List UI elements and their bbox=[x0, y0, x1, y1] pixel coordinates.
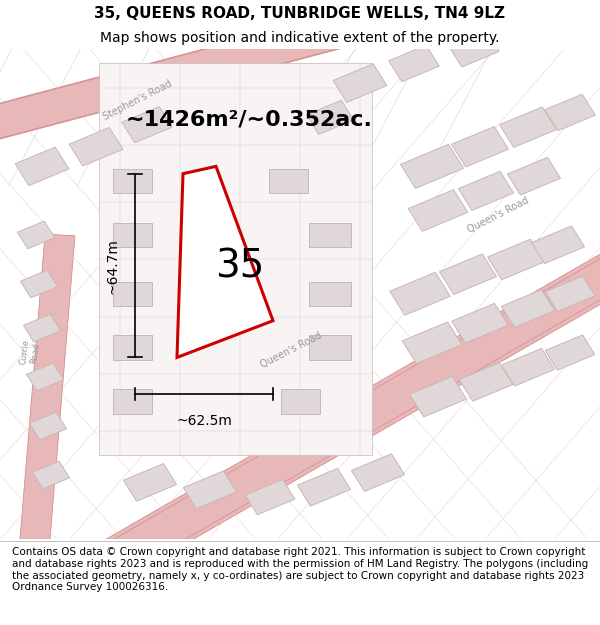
Polygon shape bbox=[245, 479, 295, 515]
Polygon shape bbox=[307, 100, 353, 134]
Polygon shape bbox=[0, 0, 427, 153]
Polygon shape bbox=[124, 464, 176, 501]
Polygon shape bbox=[69, 127, 123, 166]
Polygon shape bbox=[488, 239, 544, 280]
Polygon shape bbox=[402, 322, 462, 364]
Polygon shape bbox=[410, 376, 466, 417]
Polygon shape bbox=[459, 362, 513, 401]
Polygon shape bbox=[532, 226, 584, 264]
Polygon shape bbox=[545, 335, 595, 370]
Polygon shape bbox=[94, 228, 600, 580]
Polygon shape bbox=[502, 348, 554, 386]
Polygon shape bbox=[177, 166, 273, 358]
Polygon shape bbox=[389, 45, 439, 82]
Text: 35: 35 bbox=[215, 248, 265, 286]
Polygon shape bbox=[113, 281, 151, 306]
Polygon shape bbox=[440, 254, 496, 294]
Polygon shape bbox=[298, 469, 350, 506]
Polygon shape bbox=[352, 454, 404, 491]
Polygon shape bbox=[502, 289, 554, 328]
Polygon shape bbox=[20, 270, 58, 298]
Polygon shape bbox=[29, 412, 67, 440]
Polygon shape bbox=[113, 389, 151, 414]
Polygon shape bbox=[15, 147, 69, 186]
Polygon shape bbox=[500, 107, 556, 148]
Polygon shape bbox=[269, 169, 308, 193]
Polygon shape bbox=[26, 363, 64, 391]
Polygon shape bbox=[408, 189, 468, 231]
Text: Queen's Road: Queen's Road bbox=[259, 331, 323, 370]
Polygon shape bbox=[309, 281, 351, 306]
Polygon shape bbox=[458, 171, 514, 211]
Polygon shape bbox=[508, 158, 560, 195]
Polygon shape bbox=[449, 31, 499, 67]
Polygon shape bbox=[122, 107, 172, 142]
Polygon shape bbox=[545, 276, 595, 311]
Polygon shape bbox=[113, 222, 151, 248]
Polygon shape bbox=[400, 144, 464, 188]
Polygon shape bbox=[17, 221, 55, 249]
Text: ~64.7m: ~64.7m bbox=[106, 238, 120, 294]
Polygon shape bbox=[333, 64, 387, 102]
Text: ~1426m²/~0.352ac.: ~1426m²/~0.352ac. bbox=[126, 110, 373, 130]
Text: 35, QUEENS ROAD, TUNBRIDGE WELLS, TN4 9LZ: 35, QUEENS ROAD, TUNBRIDGE WELLS, TN4 9L… bbox=[95, 6, 505, 21]
Polygon shape bbox=[23, 314, 61, 342]
Polygon shape bbox=[452, 303, 508, 343]
Polygon shape bbox=[32, 461, 70, 489]
Polygon shape bbox=[545, 94, 595, 131]
Text: Currie
Road: Currie Road bbox=[19, 339, 41, 367]
Text: Stephen's Road: Stephen's Road bbox=[102, 79, 174, 122]
Polygon shape bbox=[390, 272, 450, 315]
Polygon shape bbox=[184, 471, 236, 509]
Polygon shape bbox=[113, 169, 151, 193]
Polygon shape bbox=[18, 234, 75, 564]
Polygon shape bbox=[281, 389, 320, 414]
Polygon shape bbox=[113, 336, 151, 360]
Text: ~62.5m: ~62.5m bbox=[176, 414, 232, 428]
Polygon shape bbox=[452, 126, 508, 167]
Text: Contains OS data © Crown copyright and database right 2021. This information is : Contains OS data © Crown copyright and d… bbox=[12, 548, 588, 592]
Text: Map shows position and indicative extent of the property.: Map shows position and indicative extent… bbox=[100, 31, 500, 45]
Polygon shape bbox=[309, 222, 351, 248]
Polygon shape bbox=[99, 64, 372, 456]
Polygon shape bbox=[309, 336, 351, 360]
Text: Queen's Road: Queen's Road bbox=[466, 196, 530, 235]
